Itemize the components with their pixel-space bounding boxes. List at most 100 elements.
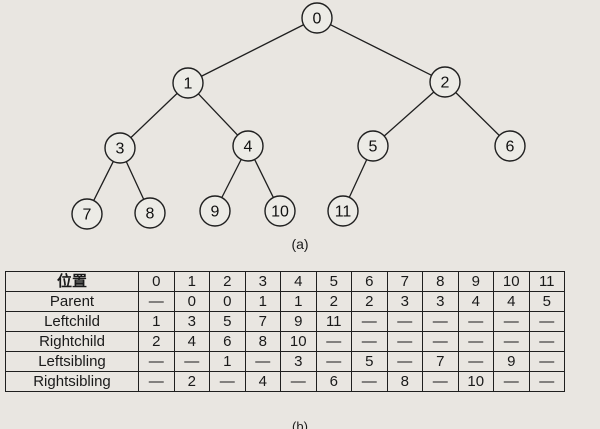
table-cell: 6 — [209, 331, 246, 352]
table-cell: 4 — [244, 371, 281, 392]
tree-node-label: 2 — [441, 75, 450, 92]
tree-node-circle — [134, 197, 166, 229]
column-header-5: 5 — [315, 271, 352, 292]
table-cell: — — [422, 371, 459, 392]
column-header-6: 6 — [351, 271, 388, 292]
tree-node-label: 8 — [146, 206, 155, 223]
table-cell: — — [493, 331, 530, 352]
tree-node-1: 1 — [172, 67, 204, 99]
table-cell: 2 — [351, 291, 388, 312]
table-header-row: 位置 0 1 2 3 4 5 6 7 8 9 10 11 — [5, 271, 565, 292]
tree-node-circle — [104, 132, 136, 164]
tree-node-label: 4 — [244, 139, 253, 156]
tree-node-label: 0 — [313, 11, 322, 28]
tree-node-2: 2 — [429, 66, 461, 98]
table-row-leftchild: Leftchild 1 3 5 7 9 11— — — — — — — [5, 311, 565, 332]
table-cell: 1 — [209, 351, 246, 372]
table-cell: — — [315, 331, 352, 352]
table-cell: — — [351, 331, 388, 352]
edge-0-1 — [201, 24, 304, 77]
tree-node-circle — [429, 66, 461, 98]
tree-node-8: 8 — [134, 197, 166, 229]
tree-node-circle — [232, 130, 264, 162]
edge-5-11 — [348, 159, 368, 198]
tree-node-3: 3 — [104, 132, 136, 164]
tree-node-label: 3 — [116, 141, 125, 158]
table-cell: 7 — [422, 351, 459, 372]
table-row-rightchild: Rightchild 2 4 6 8 10— — — — — — — — [5, 331, 565, 352]
edge-4-10 — [254, 159, 274, 198]
table-cell: 2 — [173, 371, 210, 392]
edge-3-7 — [93, 161, 114, 201]
table-cell: — — [386, 351, 423, 372]
table-cell: 9 — [280, 311, 317, 332]
table-cell: — — [493, 371, 530, 392]
column-header-1: 1 — [173, 271, 210, 292]
edge-1-3 — [130, 92, 178, 139]
table-cell: 4 — [457, 291, 494, 312]
edge-0-2 — [330, 24, 432, 76]
tree-node-circle — [172, 67, 204, 99]
table-cell: — — [173, 351, 210, 372]
column-header-3: 3 — [244, 271, 281, 292]
table-cell: 1 — [280, 291, 317, 312]
table-cell: — — [457, 311, 494, 332]
table-cell: 6 — [315, 371, 352, 392]
table-cell: — — [138, 371, 175, 392]
table-cell: — — [528, 311, 565, 332]
tree-node-label: 10 — [271, 204, 289, 221]
tree-node-circle — [71, 198, 103, 230]
tree-node-label: 6 — [506, 139, 515, 156]
table-cell: 8 — [386, 371, 423, 392]
table-cell: — — [351, 311, 388, 332]
edge-3-8 — [125, 161, 145, 200]
column-header-7: 7 — [386, 271, 423, 292]
edge-2-5 — [383, 91, 435, 137]
table-cell: 4 — [173, 331, 210, 352]
tree-node-circle — [494, 130, 526, 162]
table-cell: — — [422, 311, 459, 332]
table-cell: 4 — [493, 291, 530, 312]
table-cell: — — [457, 351, 494, 372]
table-cell: 0 — [209, 291, 246, 312]
column-header-10: 10 — [493, 271, 530, 292]
table-cell: 3 — [386, 291, 423, 312]
column-header-8: 8 — [422, 271, 459, 292]
tree-node-label: 7 — [83, 207, 92, 224]
tree-node-circle — [357, 130, 389, 162]
table-cell: 5 — [209, 311, 246, 332]
edge-2-6 — [455, 92, 500, 136]
tree-node-5: 5 — [357, 130, 389, 162]
table-cell: 2 — [138, 331, 175, 352]
tree-diagram: 0 1 2 3 4 5 6 7 8 9 10 11 — [71, 2, 526, 230]
edge-4-9 — [221, 159, 242, 198]
tree-node-9: 9 — [199, 195, 231, 227]
table-cell: — — [528, 351, 565, 372]
table-cell: — — [315, 351, 352, 372]
table-cell: — — [386, 311, 423, 332]
tree-node-10: 10 — [264, 195, 296, 227]
table-cell: 8 — [244, 331, 281, 352]
table-cell: 1 — [138, 311, 175, 332]
row-label: Leftsibling — [5, 351, 139, 372]
edge-1-4 — [197, 93, 239, 136]
table-cell: — — [528, 331, 565, 352]
table-cell: 11 — [315, 311, 352, 332]
table-cell: — — [493, 311, 530, 332]
table-cell: — — [209, 371, 246, 392]
tree-node-circle — [264, 195, 296, 227]
table-cell: — — [528, 371, 565, 392]
tree-node-label: 9 — [211, 204, 220, 221]
caption-b: (b) — [292, 419, 308, 429]
tree-node-label: 5 — [369, 139, 378, 156]
table-cell: — — [457, 331, 494, 352]
column-header-4: 4 — [280, 271, 317, 292]
table-cell: — — [244, 351, 281, 372]
row-label: Rightchild — [5, 331, 139, 352]
table-cell: 5 — [351, 351, 388, 372]
table-cell: — — [351, 371, 388, 392]
tree-node-6: 6 — [494, 130, 526, 162]
row-label: Parent — [5, 291, 139, 312]
table-cell: — — [138, 291, 175, 312]
table-cell: 5 — [528, 291, 565, 312]
